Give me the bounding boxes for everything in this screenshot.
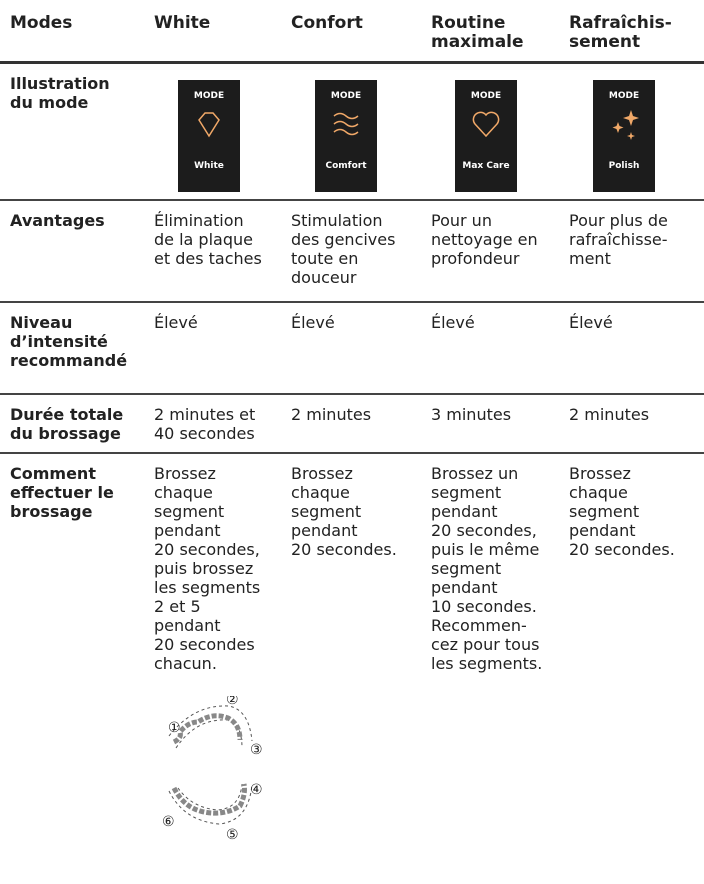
header-cell: Modes — [0, 0, 148, 64]
cell: Élevé — [563, 302, 704, 395]
table-row: Comment effectuer le brossage Brossez ch… — [0, 453, 704, 880]
card-name: White — [194, 161, 224, 171]
table-row: Niveau d’intensité recommandé Élevé Élev… — [0, 302, 704, 395]
mode-card: MODE Max Care — [455, 79, 517, 192]
row-label: Niveau d’intensité recommandé — [0, 302, 148, 395]
segment-number: ③ — [250, 742, 263, 758]
segment-number: ① — [168, 720, 181, 736]
illustration-row: Illustration du mode MODE White MODE Com… — [0, 62, 704, 201]
cell: Élevé — [285, 302, 425, 395]
header-cell: Confort — [285, 0, 425, 64]
card-name: Polish — [609, 161, 640, 171]
cell-text: Brossez chaque segment pendant 20 second… — [154, 464, 261, 673]
card-top: MODE — [471, 91, 501, 101]
cell: Brossez chaque segment pendant 20 second… — [148, 453, 285, 880]
cell: Brossez un segment pendant 20 secondes, … — [431, 464, 543, 673]
card-top: MODE — [609, 91, 639, 101]
teeth-diagram: ① ② ③ ④ ⑤ ⑥ — [162, 696, 263, 843]
segment-number: ④ — [250, 782, 263, 798]
cell: Pour plus de rafraîchisse- ment — [563, 200, 704, 303]
row-label: Comment effectuer le brossage — [10, 464, 114, 521]
cell: 3 minutes — [425, 394, 563, 454]
card-name: Max Care — [462, 161, 509, 171]
card-cell: MODE Comfort — [285, 62, 425, 201]
card-top: MODE — [331, 91, 361, 101]
card-cell: MODE Polish — [563, 62, 704, 201]
mode-card: MODE Polish — [593, 79, 655, 192]
cell: 2 minutes — [285, 394, 425, 454]
cell: Stimulation des gencives toute en douceu… — [285, 200, 425, 303]
mode-card: MODE Comfort — [315, 79, 377, 192]
cell: Élevé — [425, 302, 563, 395]
cell: Brossez chaque segment pendant 20 second… — [569, 464, 675, 559]
header-row: Modes White Confort Routine maximale Raf… — [0, 0, 704, 64]
cell: Pour un nettoyage en profondeur — [425, 200, 563, 303]
segment-number: ② — [226, 696, 239, 708]
cell: Brossez chaque segment pendant 20 second… — [291, 464, 397, 559]
segment-number: ⑤ — [226, 827, 239, 843]
cell: Élimination de la plaque et des taches — [148, 200, 285, 303]
cell: 2 minutes — [563, 394, 704, 454]
cell: 2 minutes et 40 secondes — [148, 394, 285, 454]
card-cell: MODE White — [148, 62, 285, 201]
table-row: Durée totale du brossage 2 minutes et 40… — [0, 394, 704, 454]
row-label: Durée totale du brossage — [0, 394, 148, 454]
card-cell: MODE Max Care — [425, 62, 563, 201]
header-cell: White — [148, 0, 285, 64]
card-name: Comfort — [325, 161, 367, 171]
header-cell: Routine maximale — [425, 0, 563, 64]
table-row: Avantages Élimination de la plaque et de… — [0, 200, 704, 303]
segment-number: ⑥ — [162, 814, 175, 830]
header-cell: Rafraîchis- sement — [563, 0, 704, 64]
mode-card: MODE White — [178, 79, 240, 192]
card-top: MODE — [194, 91, 224, 101]
cell: Élevé — [148, 302, 285, 395]
row-label: Illustration du mode — [0, 62, 148, 201]
row-label: Avantages — [0, 200, 148, 303]
